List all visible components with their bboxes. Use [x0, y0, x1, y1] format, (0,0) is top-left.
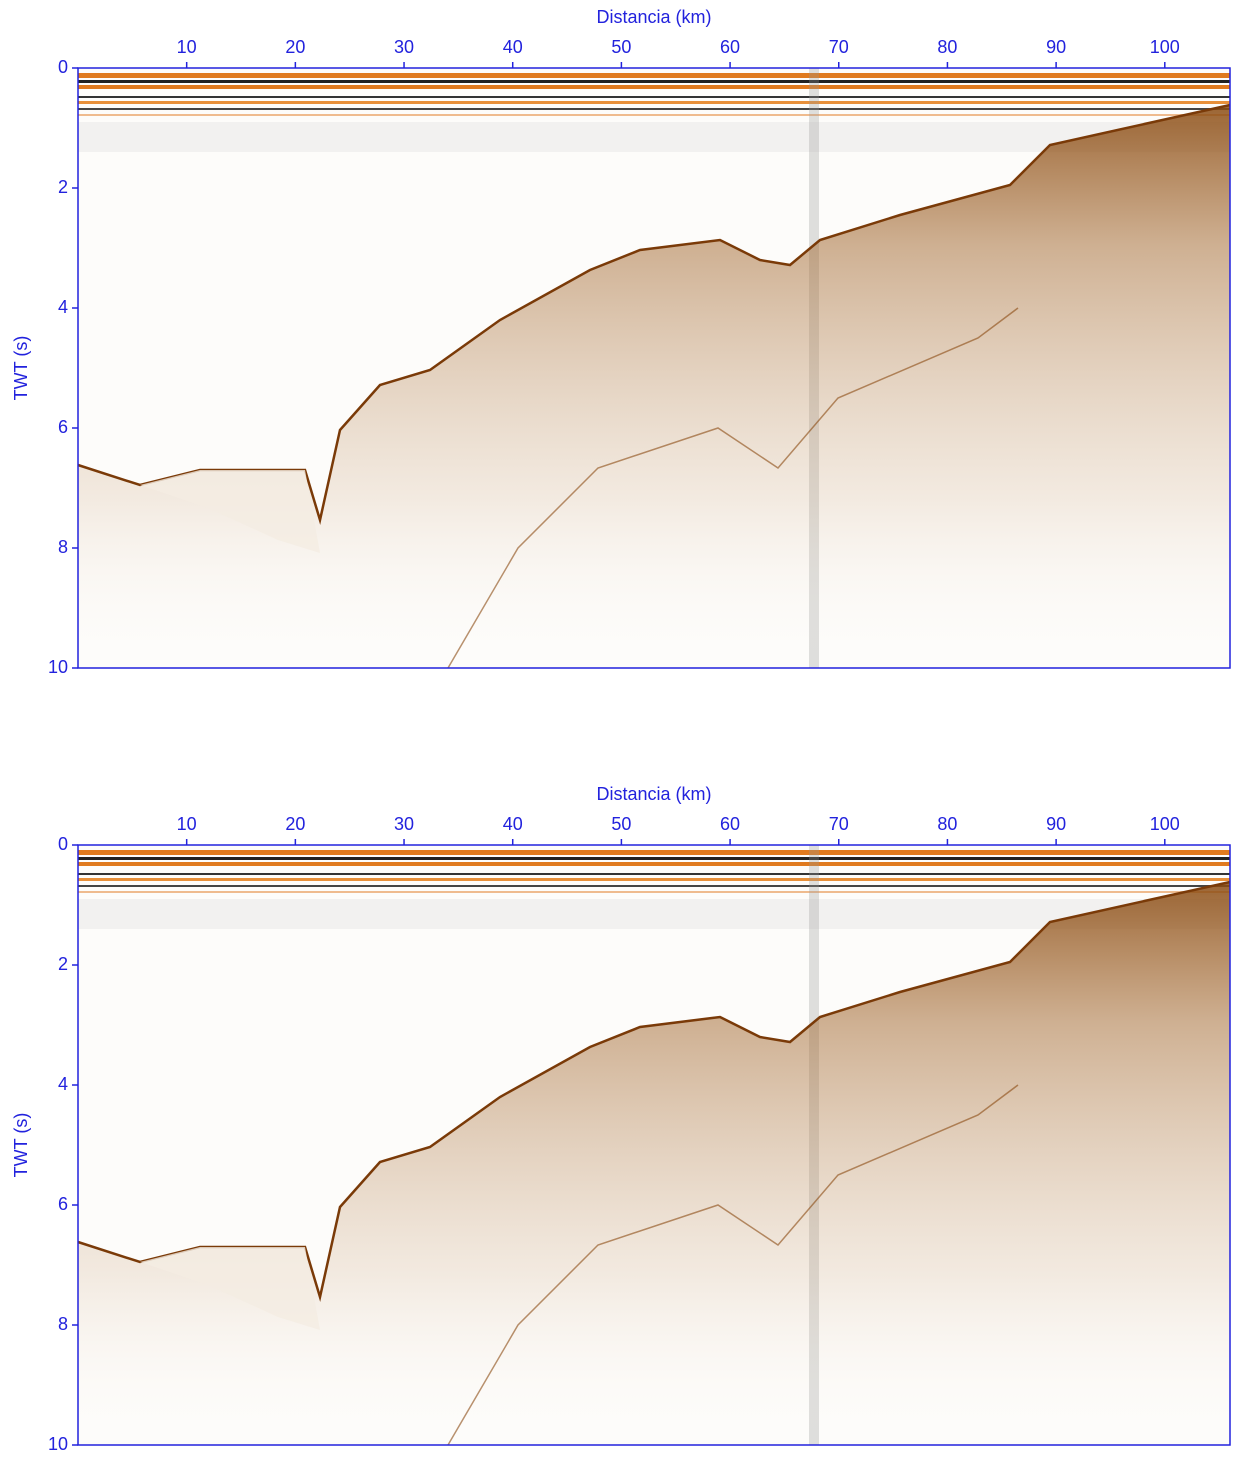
- x-tick-label: 100: [1150, 37, 1180, 57]
- x-tick-label: 90: [1046, 37, 1066, 57]
- x-tick-label: 80: [937, 37, 957, 57]
- y-tick-label: 4: [58, 297, 68, 317]
- y-tick-label: 4: [58, 1074, 68, 1094]
- x-axis-title: Distancia (km): [596, 7, 711, 27]
- x-axis-title: Distancia (km): [596, 784, 711, 804]
- y-tick-label: 2: [58, 954, 68, 974]
- x-tick-label: 50: [611, 37, 631, 57]
- y-tick-label: 6: [58, 1194, 68, 1214]
- y-tick-label: 0: [58, 57, 68, 77]
- x-tick-label: 60: [720, 814, 740, 834]
- seismic-image: [78, 68, 1230, 668]
- x-tick-label: 20: [285, 814, 305, 834]
- y-tick-label: 2: [58, 177, 68, 197]
- y-tick-label: 6: [58, 417, 68, 437]
- y-axis-title: TWT (s): [11, 336, 31, 401]
- x-tick-label: 60: [720, 37, 740, 57]
- x-tick-label: 10: [177, 814, 197, 834]
- x-tick-label: 20: [285, 37, 305, 57]
- x-tick-label: 40: [503, 814, 523, 834]
- x-tick-label: 40: [503, 37, 523, 57]
- x-tick-label: 100: [1150, 814, 1180, 834]
- x-tick-label: 10: [177, 37, 197, 57]
- y-tick-label: 10: [48, 1434, 68, 1454]
- figure: Distancia (km)TWT (s)1020304050607080901…: [0, 0, 1236, 1459]
- y-tick-label: 10: [48, 657, 68, 677]
- x-tick-label: 90: [1046, 814, 1066, 834]
- y-tick-label: 8: [58, 537, 68, 557]
- y-tick-label: 8: [58, 1314, 68, 1334]
- x-tick-label: 70: [829, 37, 849, 57]
- y-tick-label: 0: [58, 834, 68, 854]
- x-tick-label: 80: [937, 814, 957, 834]
- x-tick-label: 50: [611, 814, 631, 834]
- seismic-image: [78, 845, 1230, 1445]
- x-tick-label: 30: [394, 814, 414, 834]
- x-tick-label: 30: [394, 37, 414, 57]
- x-tick-label: 70: [829, 814, 849, 834]
- y-axis-title: TWT (s): [11, 1113, 31, 1178]
